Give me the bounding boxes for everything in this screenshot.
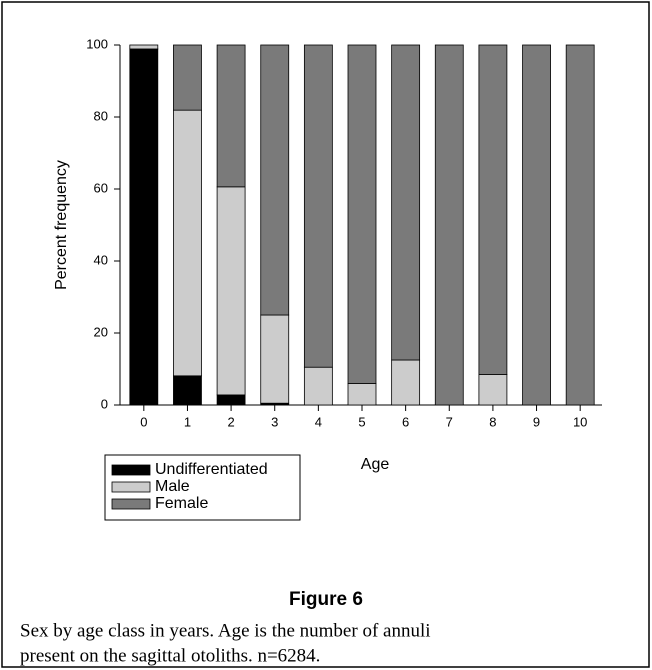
legend-swatch xyxy=(111,498,151,510)
bar-segment xyxy=(347,382,377,406)
y-tick-label: 80 xyxy=(94,108,108,123)
caption-line: present on the sagittal otoliths. n=6284… xyxy=(20,645,320,666)
bar-segment xyxy=(260,44,290,316)
bar-segment xyxy=(216,186,246,396)
bar-segment xyxy=(391,44,421,361)
x-tick-label: 1 xyxy=(184,414,191,429)
bar-segment xyxy=(216,394,246,406)
x-tick-label: 8 xyxy=(489,414,496,429)
x-tick-label: 9 xyxy=(533,414,540,429)
bar-segment xyxy=(303,44,333,368)
x-tick-label: 6 xyxy=(402,414,409,429)
bar-segment xyxy=(129,48,159,406)
x-tick-label: 3 xyxy=(271,414,278,429)
bar-segment xyxy=(260,314,290,404)
bar-segment xyxy=(303,366,333,406)
y-tick-label: 20 xyxy=(94,324,108,339)
x-axis-label: Age xyxy=(361,456,390,473)
bar-segment xyxy=(478,44,508,375)
bar-segment xyxy=(565,44,595,406)
legend-box xyxy=(104,454,301,521)
x-tick-label: 2 xyxy=(227,414,234,429)
bar-segment xyxy=(129,44,159,50)
bar-segment xyxy=(478,373,508,406)
y-axis-label: Percent frequency xyxy=(53,160,70,290)
x-tick-label: 5 xyxy=(358,414,365,429)
bar-segment xyxy=(173,375,202,406)
caption-line: Sex by age class in years. Age is the nu… xyxy=(20,620,431,641)
x-tick-label: 10 xyxy=(573,414,587,429)
legend-swatch xyxy=(111,481,151,493)
y-tick-label: 40 xyxy=(94,252,108,267)
x-tick-label: 0 xyxy=(140,414,147,429)
figure-label: Figure 6 xyxy=(289,589,363,610)
x-tick-label: 4 xyxy=(315,414,322,429)
legend-label: Female xyxy=(155,495,208,512)
y-tick-label: 100 xyxy=(86,36,108,51)
legend-label: Undifferentiated xyxy=(155,461,268,478)
bar-segment xyxy=(216,44,246,188)
bar-segment xyxy=(173,109,202,377)
x-tick-label: 7 xyxy=(446,414,453,429)
bar-segment xyxy=(434,44,464,406)
legend-swatch xyxy=(111,464,151,476)
legend-label: Male xyxy=(155,478,190,495)
y-tick-label: 60 xyxy=(94,180,108,195)
bar-segment xyxy=(347,44,377,384)
bar-segment xyxy=(522,44,551,406)
bar-segment xyxy=(391,359,421,406)
y-tick-label: 0 xyxy=(101,396,108,411)
bar-segment xyxy=(173,44,202,111)
